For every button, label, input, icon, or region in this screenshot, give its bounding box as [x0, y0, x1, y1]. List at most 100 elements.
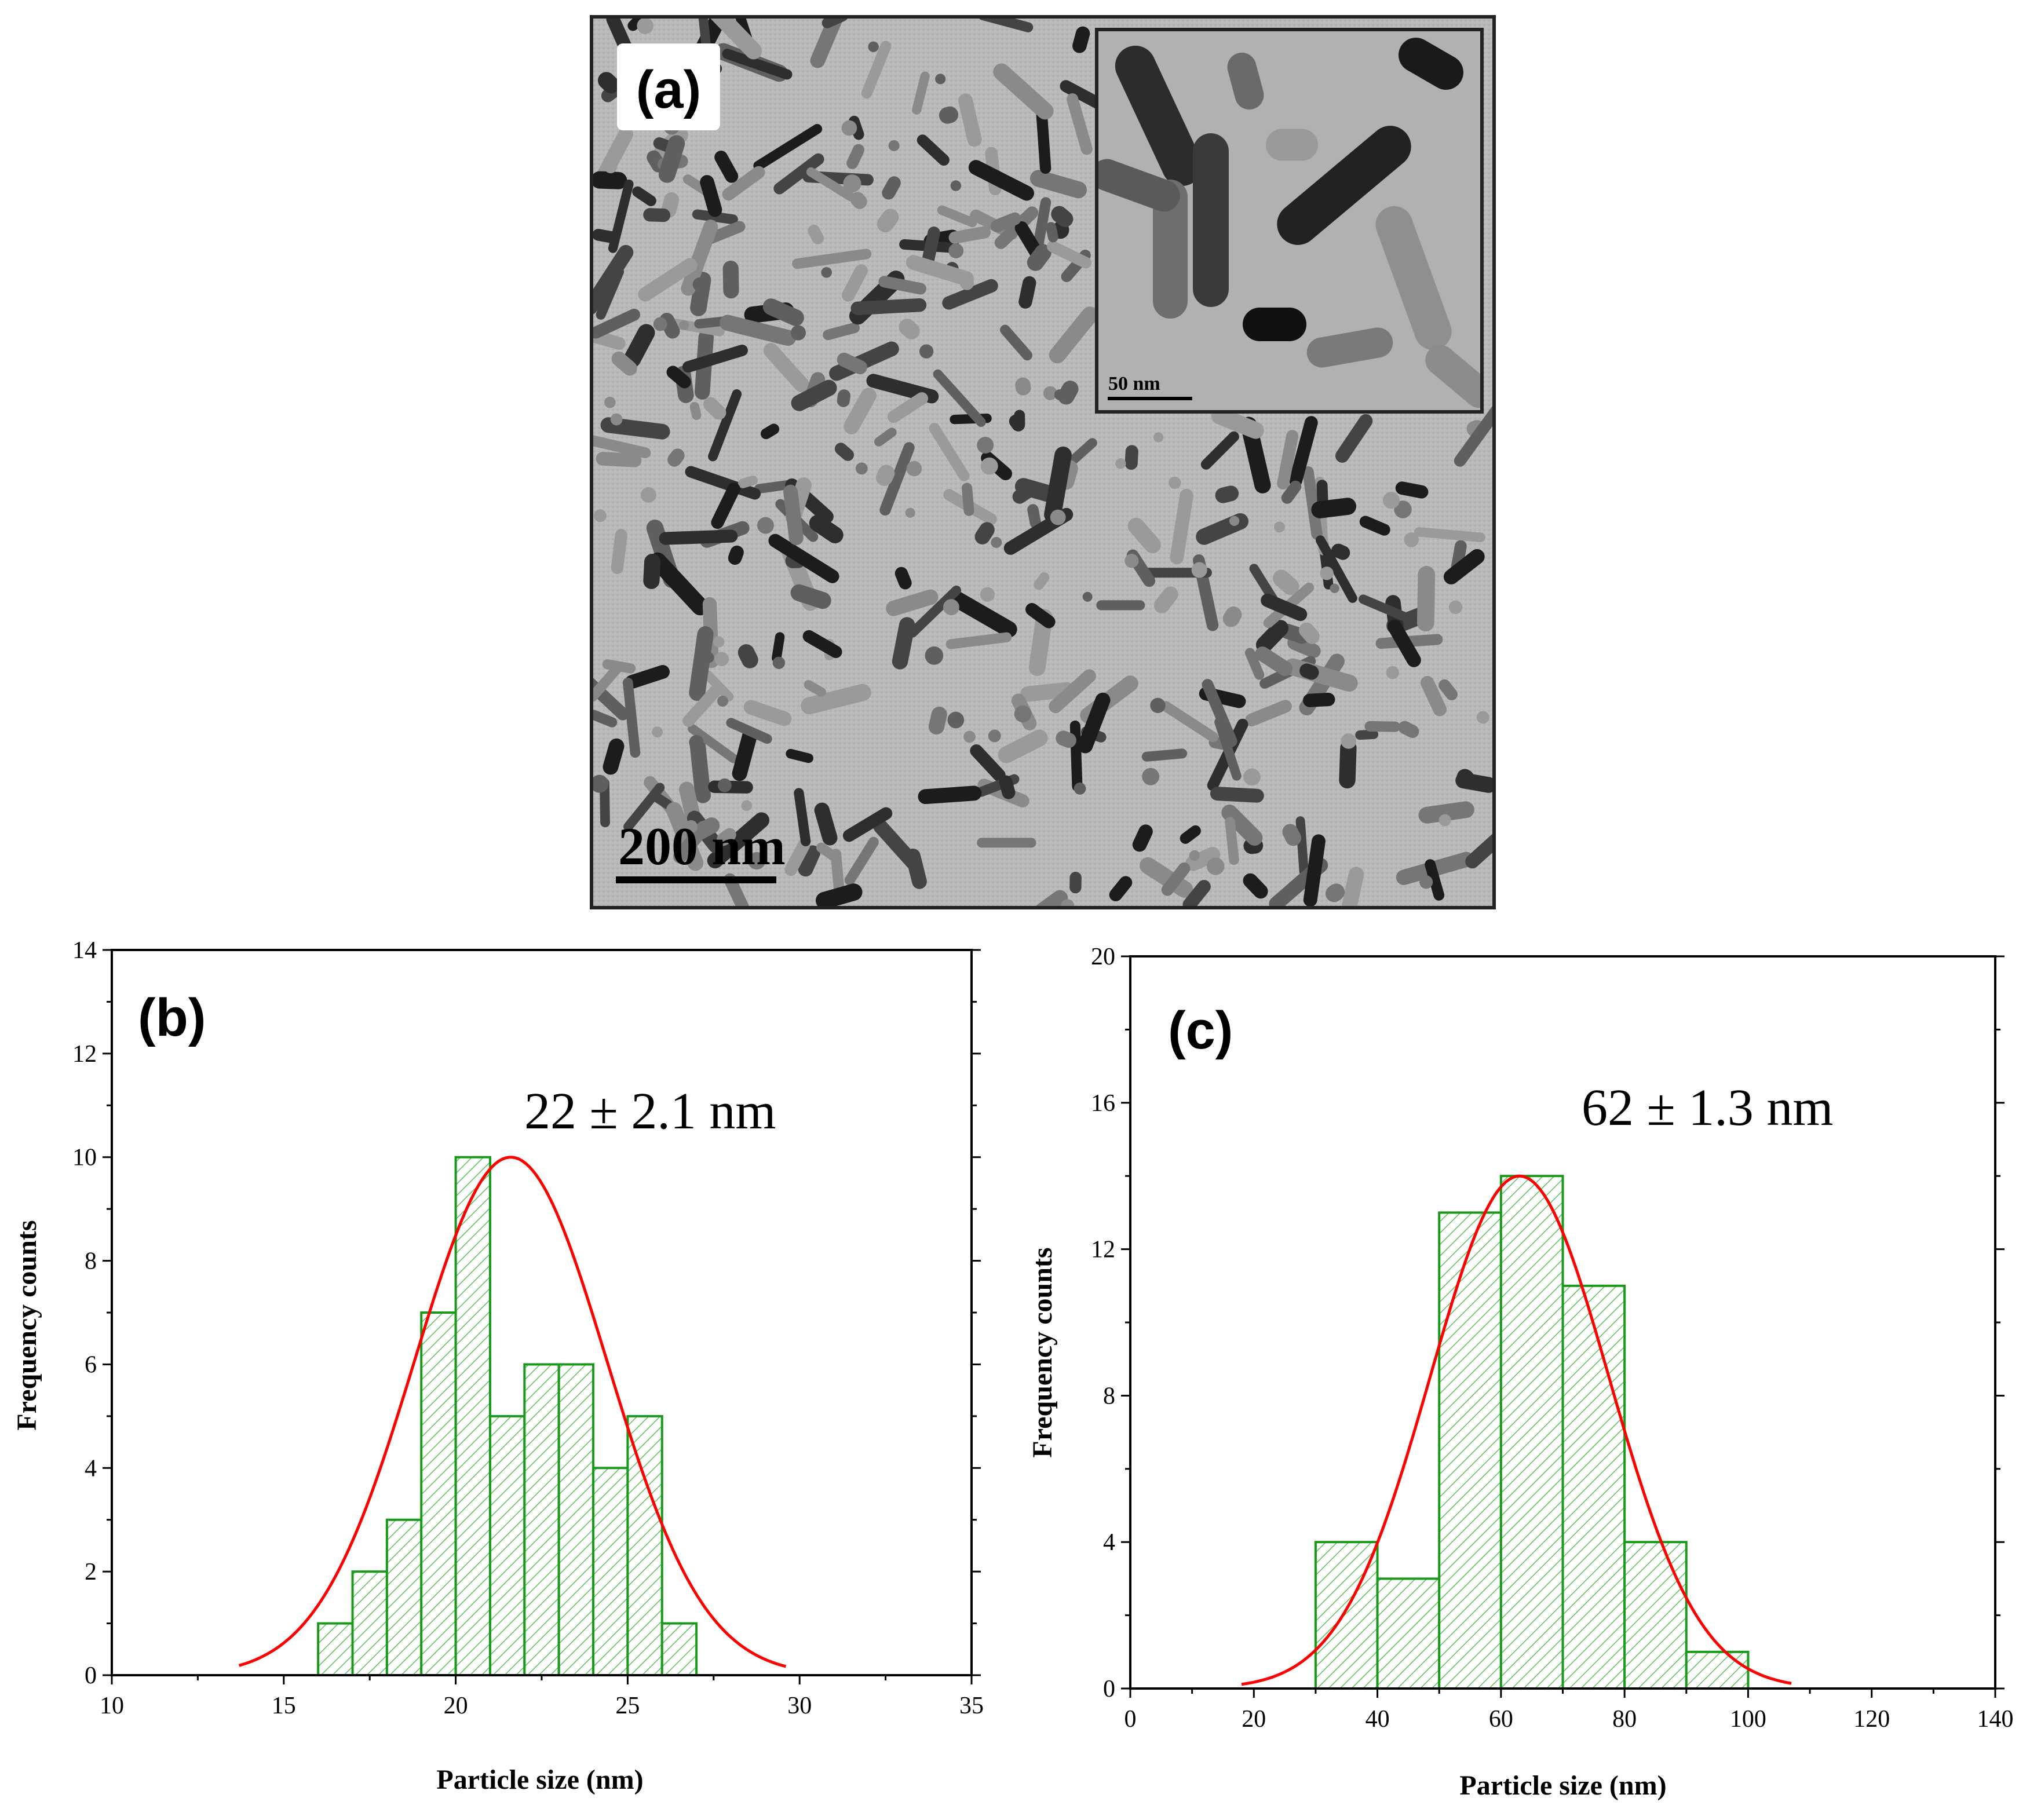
- nanorod: [689, 734, 711, 803]
- panel-a-label: (a): [636, 60, 701, 119]
- histogram-c-x-axis-title: Particle size (nm): [1459, 1770, 1666, 1801]
- nanorod: [1303, 692, 1335, 707]
- nanoparticle: [888, 140, 900, 152]
- nanorod: [681, 220, 718, 296]
- x-tick-label: 100: [1730, 1706, 1766, 1733]
- inset-nanorod: [1227, 52, 1264, 110]
- nanorod: [806, 167, 855, 202]
- nanorod: [1210, 787, 1264, 803]
- nanorod: [726, 718, 772, 744]
- x-tick-label: 15: [272, 1693, 296, 1719]
- nanorod: [682, 344, 748, 373]
- nanorod: [1222, 606, 1242, 627]
- nanorod: [1132, 824, 1153, 852]
- nanoparticle: [593, 774, 609, 793]
- nanorod: [682, 684, 722, 727]
- nanorod: [738, 476, 758, 488]
- nanorod: [1027, 244, 1051, 271]
- nanorod: [991, 212, 1021, 232]
- inset-nanorod: [1266, 129, 1318, 161]
- nanorod: [1051, 206, 1074, 228]
- nanorod: [662, 317, 725, 337]
- nanorod: [1160, 701, 1218, 743]
- nanorod: [1337, 867, 1364, 907]
- nanorod: [1109, 876, 1133, 901]
- inset-nanorod: [1425, 345, 1482, 408]
- nanorod: [1398, 721, 1419, 739]
- x-tick-label: 10: [100, 1693, 124, 1719]
- histogram-bar: [351, 1570, 388, 1676]
- nanoparticle: [593, 509, 607, 522]
- nanorod: [773, 153, 824, 195]
- histogram-c-plot-frame: [1129, 955, 1996, 1690]
- nanorod: [877, 209, 899, 233]
- nanoparticle: [977, 436, 994, 454]
- nanoparticle: [637, 18, 653, 34]
- nanorod: [809, 514, 844, 543]
- nanorod: [1295, 816, 1309, 876]
- nanoparticle: [689, 734, 704, 750]
- nanorod: [906, 255, 974, 286]
- nanorod: [593, 171, 627, 189]
- nanoparticle: [963, 730, 976, 743]
- nanoparticle: [641, 487, 656, 503]
- nanorod: [906, 849, 927, 889]
- nanorod: [784, 839, 810, 876]
- nanorod: [1180, 825, 1201, 844]
- nanorod: [666, 366, 691, 389]
- nanorod: [1261, 593, 1308, 622]
- nanoparticle: [1054, 389, 1065, 400]
- nanorod: [1255, 620, 1289, 653]
- nanorod: [638, 258, 698, 302]
- nanoparticle: [980, 457, 998, 475]
- nanorod: [1465, 830, 1493, 869]
- nanorod: [1454, 401, 1493, 467]
- nanorod: [815, 883, 863, 907]
- y-tick-label: 16: [1091, 1090, 1115, 1117]
- nanorod: [623, 783, 665, 832]
- nanorod: [947, 590, 1017, 638]
- histogram-bar: [660, 1622, 698, 1677]
- nanorod: [1364, 721, 1401, 732]
- nanorod: [1316, 480, 1328, 507]
- nanorod: [846, 144, 865, 169]
- nanorod: [1339, 740, 1357, 789]
- nanoparticle: [905, 507, 915, 518]
- nanoparticle: [1476, 711, 1489, 724]
- nanorod: [837, 389, 850, 407]
- nanorod: [783, 484, 804, 546]
- nanoparticle: [1448, 600, 1463, 615]
- nanorod: [1299, 622, 1320, 644]
- nanorod: [1049, 669, 1096, 714]
- nanorod: [1244, 648, 1265, 680]
- nanorod: [659, 529, 738, 545]
- nanorod: [816, 842, 841, 863]
- nanorod: [1140, 857, 1193, 898]
- nanorod: [1202, 679, 1237, 747]
- histogram-bar: [420, 1311, 457, 1676]
- nanorod: [998, 729, 1048, 763]
- nanorod: [837, 352, 867, 375]
- nanorod: [1012, 483, 1036, 504]
- histogram-bar: [1499, 1175, 1564, 1690]
- nanorod: [792, 248, 872, 269]
- nanoparticle: [684, 820, 698, 834]
- nanorod: [666, 802, 704, 871]
- nanorod-particles: [593, 18, 1493, 907]
- nanorod: [1000, 324, 1032, 361]
- nanorod: [1355, 729, 1379, 740]
- nanoparticle: [959, 276, 974, 290]
- nanoparticle: [653, 317, 667, 331]
- nanorod: [1303, 834, 1326, 907]
- histogram-bar: [317, 1622, 354, 1677]
- y-tick-label: 0: [85, 1662, 97, 1689]
- nanorod: [1046, 240, 1092, 269]
- nanoparticle: [841, 120, 857, 136]
- nanorod: [861, 41, 892, 99]
- panel-a-label-box: [617, 43, 720, 130]
- nanorod: [804, 680, 826, 697]
- nanorod: [1315, 535, 1357, 603]
- nanoparticle: [919, 344, 934, 359]
- nanoparticle: [948, 243, 964, 258]
